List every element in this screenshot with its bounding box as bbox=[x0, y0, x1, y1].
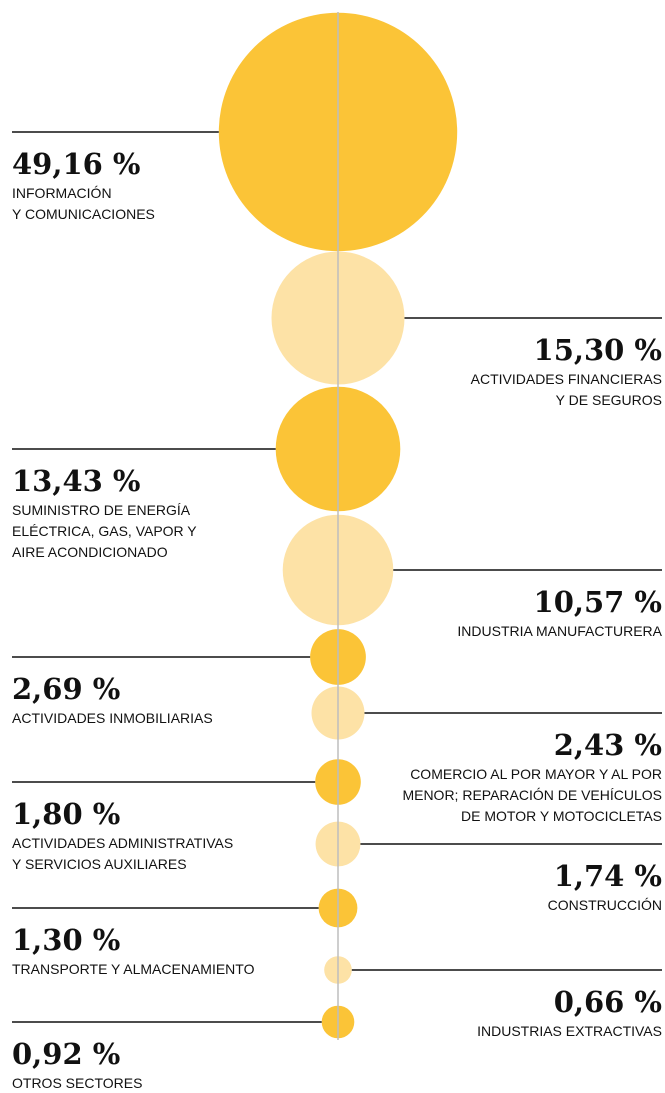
value-label: 2,69 % bbox=[12, 672, 120, 706]
value-label: 10,57 % bbox=[534, 585, 662, 619]
value-label: 0,92 % bbox=[12, 1037, 120, 1071]
value-label: 49,16 % bbox=[12, 147, 140, 181]
category-label: INDUSTRIAS EXTRACTIVAS bbox=[477, 1023, 662, 1039]
category-label: Y SERVICIOS AUXILIARES bbox=[12, 856, 187, 872]
category-label: DE MOTOR Y MOTOCICLETAS bbox=[461, 808, 662, 824]
category-label: TRANSPORTE Y ALMACENAMIENTO bbox=[12, 961, 255, 977]
value-label: 0,66 % bbox=[554, 985, 662, 1019]
category-label: SUMINISTRO DE ENERGÍA bbox=[12, 502, 191, 518]
value-label: 13,43 % bbox=[12, 464, 140, 498]
value-label: 1,74 % bbox=[554, 859, 662, 893]
category-label: COMERCIO AL POR MAYOR Y AL POR bbox=[410, 766, 662, 782]
value-label: 1,30 % bbox=[12, 923, 120, 957]
category-label: OTROS SECTORES bbox=[12, 1075, 142, 1091]
category-label: Y DE SEGUROS bbox=[556, 392, 662, 408]
category-label: Y COMUNICACIONES bbox=[12, 206, 155, 222]
value-label: 1,80 % bbox=[12, 797, 120, 831]
category-label: CONSTRUCCIÓN bbox=[548, 897, 662, 913]
category-label: MENOR; REPARACIÓN DE VEHÍCULOS bbox=[402, 787, 662, 803]
category-label: ACTIVIDADES INMOBILIARIAS bbox=[12, 710, 213, 726]
value-label: 2,43 % bbox=[554, 728, 662, 762]
category-label: AIRE ACONDICIONADO bbox=[12, 544, 168, 560]
category-label: ELÉCTRICA, GAS, VAPOR Y bbox=[12, 523, 197, 539]
category-label: INFORMACIÓN bbox=[12, 185, 112, 201]
category-label: ACTIVIDADES FINANCIERAS bbox=[471, 371, 662, 387]
value-label: 15,30 % bbox=[534, 333, 662, 367]
category-label: ACTIVIDADES ADMINISTRATIVAS bbox=[12, 835, 233, 851]
category-label: INDUSTRIA MANUFACTURERA bbox=[457, 623, 662, 639]
